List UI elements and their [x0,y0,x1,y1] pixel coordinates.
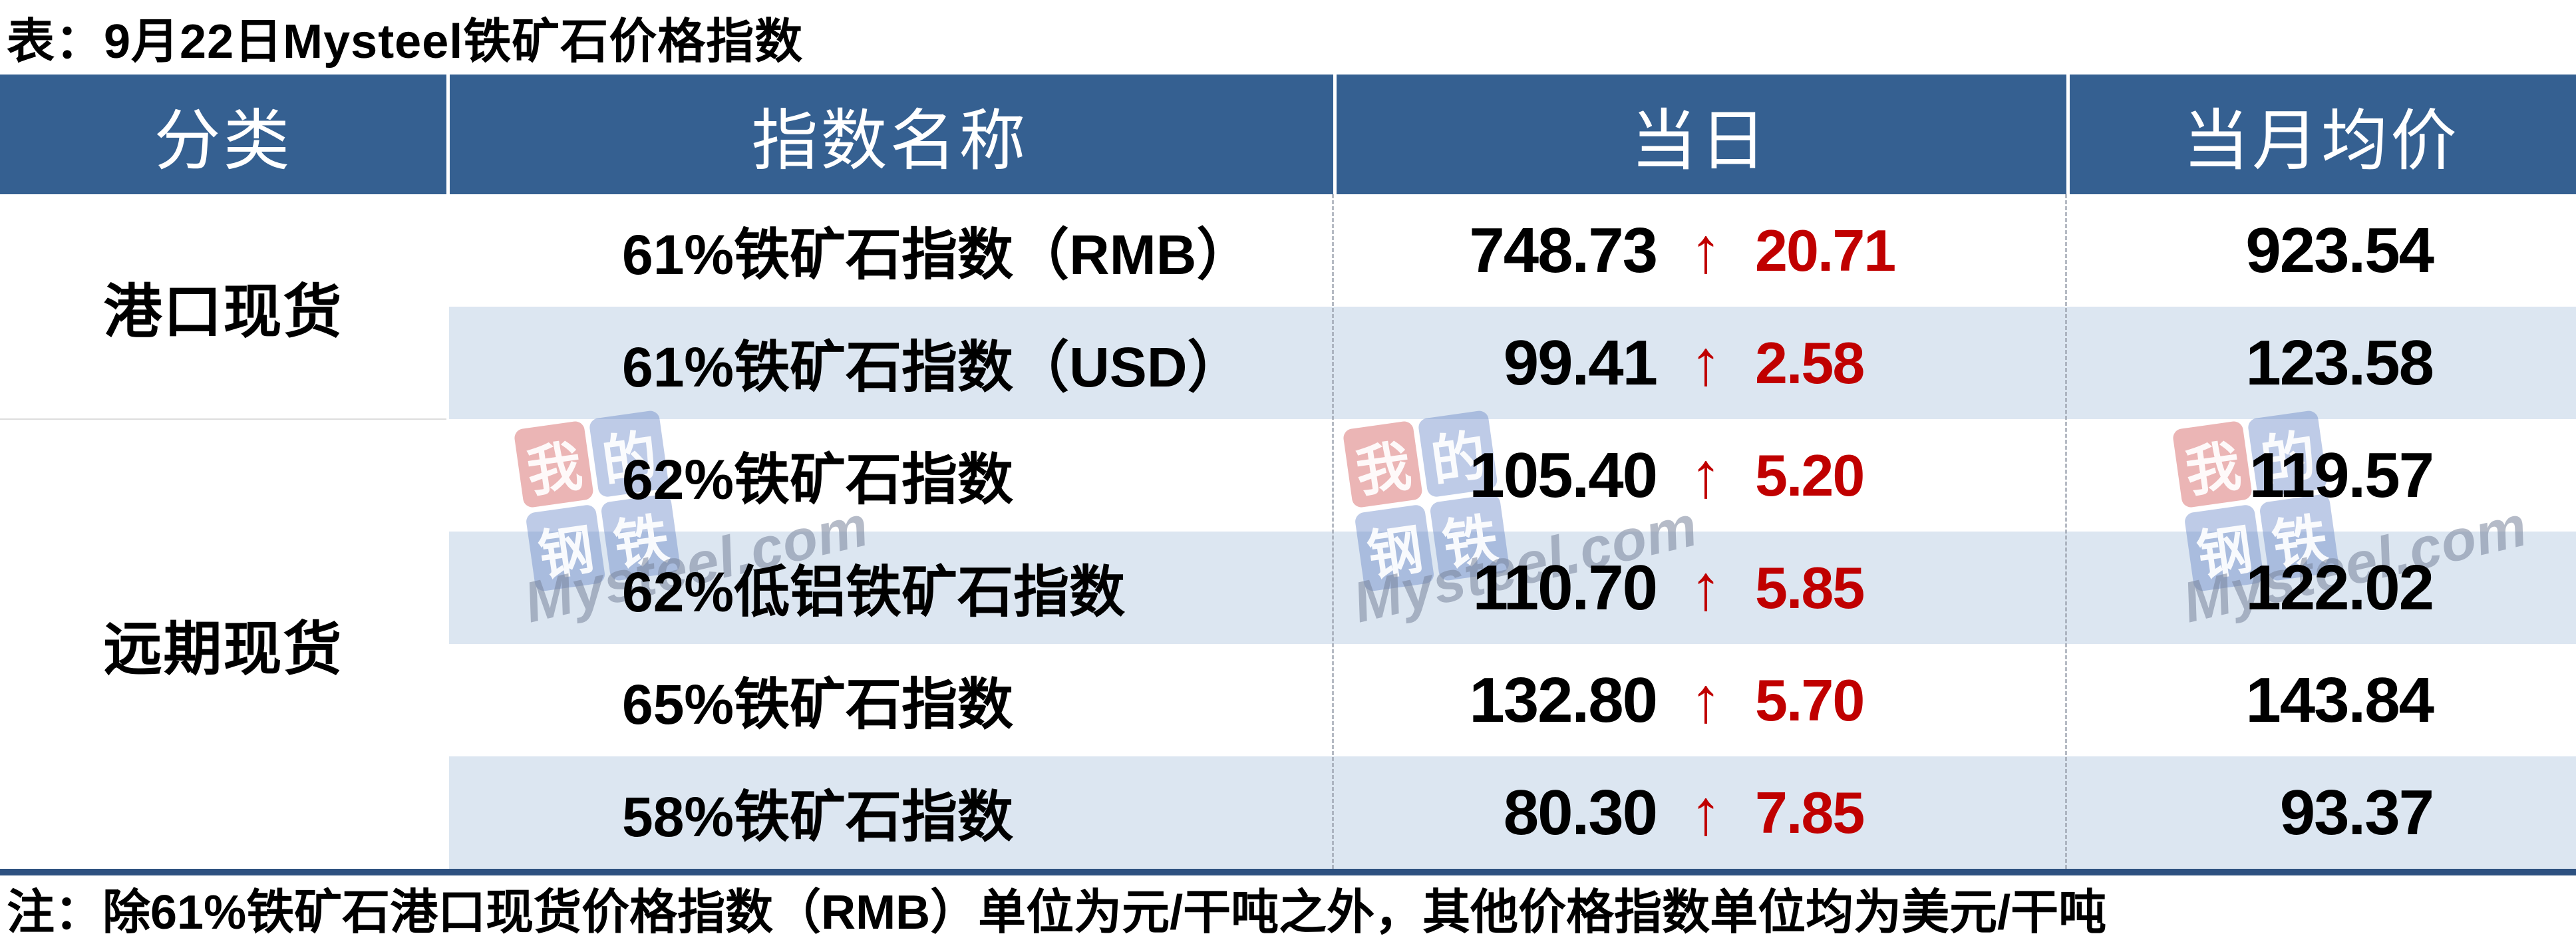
up-arrow-icon: ↑ [1690,664,1722,736]
today-value: 80.30 [1503,776,1658,848]
today-value: 748.73 [1469,214,1658,286]
month-avg-value: 93.37 [2279,776,2434,848]
up-arrow-icon: ↑ [1690,439,1722,511]
table-row: 62%铁矿石指数 105.40 ↑ 5.20 119.57 [449,419,2576,532]
index-name: 58%铁矿石指数 [622,786,1014,848]
up-arrow-icon: ↑ [1690,776,1722,848]
today-cell: 80.30 ↑ 7.85 [1333,776,2066,850]
table-row: 61%铁矿石指数（RMB） 748.73 ↑ 20.71 923.54 [449,194,2576,307]
today-change: 5.70 [1755,667,1865,733]
month-avg-value: 119.57 [2249,439,2434,511]
today-change: 7.85 [1755,779,1865,846]
table-row: 58%铁矿石指数 80.30 ↑ 7.85 93.37 [449,756,2576,869]
index-name: 65%铁矿石指数 [622,673,1014,736]
table-row: 65%铁矿石指数 132.80 ↑ 5.70 143.84 [449,644,2576,756]
today-cell: 110.70 ↑ 5.85 [1333,551,2066,625]
today-value: 105.40 [1469,439,1658,511]
month-avg-value: 123.58 [2245,327,2434,398]
today-value: 110.70 [1472,551,1658,623]
table-title: 表：9月22日Mysteel铁矿石价格指数 [7,15,804,69]
month-avg-value: 143.84 [2245,664,2434,736]
footnote: 注：除61%铁矿石港口现货价格指数（RMB）单位为元/干吨之外，其他价格指数单位… [7,886,2107,939]
up-arrow-icon: ↑ [1690,551,1722,623]
table-bottom-border [0,869,2576,875]
month-avg-value: 122.02 [2245,551,2434,623]
today-cell: 105.40 ↑ 5.20 [1333,439,2066,512]
today-cell: 99.41 ↑ 2.58 [1333,327,2066,400]
today-change: 5.85 [1755,554,1865,621]
up-arrow-icon: ↑ [1690,327,1722,398]
column-header-today: 当日 [1631,104,1769,178]
index-name: 62%铁矿石指数 [622,448,1014,511]
category-cell-port-spot: 港口现货 [103,278,343,345]
up-arrow-icon: ↑ [1690,214,1722,286]
index-name: 61%铁矿石指数（USD） [622,336,1243,398]
today-cell: 748.73 ↑ 20.71 [1333,214,2066,287]
header-column-divider [2066,75,2070,194]
column-header-month-avg: 当月均价 [2183,104,2460,178]
today-change: 2.58 [1755,329,1865,396]
today-change: 5.20 [1755,442,1865,508]
table-body: 港口现货 远期现货 我 的 钢 铁 Mysteel.com 我 的 钢 铁 My… [0,194,2576,869]
header-column-divider [446,75,450,194]
today-value: 132.80 [1469,664,1658,736]
category-group-divider [0,418,446,420]
body-column-divider [2065,194,2067,869]
today-change: 20.71 [1755,217,1896,283]
table-row: 62%低铝铁矿石指数 110.70 ↑ 5.85 122.02 [449,532,2576,644]
month-avg-value: 923.54 [2245,214,2434,286]
header-column-divider [1333,75,1337,194]
body-column-divider [1332,194,1334,869]
today-cell: 132.80 ↑ 5.70 [1333,664,2066,737]
table-header-row: 分类 指数名称 当日 当月均价 [0,75,2576,194]
column-header-category: 分类 [154,104,293,178]
index-name: 62%低铝铁矿石指数 [622,561,1126,623]
column-header-index-name: 指数名称 [751,104,1029,178]
category-cell-seaborne-spot: 远期现货 [103,615,343,682]
today-value: 99.41 [1503,327,1658,398]
table-row: 61%铁矿石指数（USD） 99.41 ↑ 2.58 123.58 [449,307,2576,419]
index-name: 61%铁矿石指数（RMB） [622,224,1253,286]
